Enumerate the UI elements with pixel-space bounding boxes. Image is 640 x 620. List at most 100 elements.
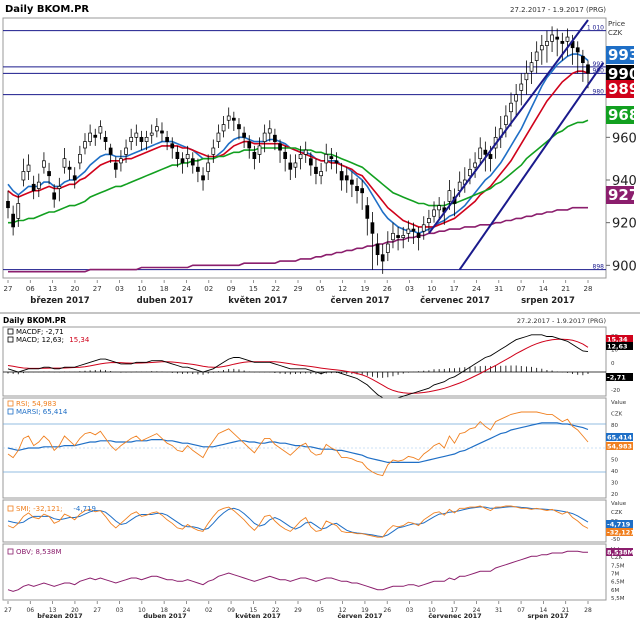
- legend-text: SMI; -32,121;: [16, 505, 63, 513]
- legend-marker: [7, 400, 14, 407]
- candle-body: [267, 128, 272, 134]
- x-tick-label: 12: [338, 285, 347, 293]
- price-badge-label: 968: [608, 106, 639, 124]
- indicator-badge: [606, 433, 633, 441]
- candle-body: [437, 205, 442, 211]
- candle-body: [416, 232, 421, 238]
- chart-date-range-2: 27.2.2017 - 1.9.2017 (PRG): [517, 317, 606, 325]
- smi-signal-line: [7, 506, 589, 538]
- x-tick-label: 17: [450, 285, 459, 293]
- x-month-label: srpen 2017: [521, 296, 575, 306]
- candle-body: [252, 151, 257, 160]
- candle-body: [165, 136, 169, 142]
- x-month-label: březen 2017: [37, 612, 82, 620]
- indicator-badge-label: 8,538M: [607, 549, 634, 557]
- candle-body: [427, 218, 431, 224]
- candle-body: [406, 228, 411, 234]
- candle-body: [170, 143, 175, 149]
- indicator-tick-label: 80: [611, 423, 618, 429]
- candle-body: [16, 203, 21, 219]
- x-tick-label: 15: [249, 285, 258, 293]
- candle-body: [555, 36, 560, 40]
- marsi-line: [7, 422, 589, 463]
- x-tick-label: 22: [271, 285, 280, 293]
- candle-body: [560, 40, 565, 44]
- x-tick-label: 22: [272, 607, 280, 614]
- candle-body: [519, 83, 524, 91]
- candle-body: [83, 141, 87, 149]
- candle-body: [375, 243, 380, 256]
- candle-body: [314, 166, 318, 174]
- candle-body: [47, 171, 51, 177]
- x-tick-label: 21: [562, 607, 570, 614]
- x-tick-label: 07: [517, 607, 525, 614]
- smi-line: [7, 505, 589, 538]
- candle-body: [201, 175, 205, 181]
- trend-channel-line: [458, 62, 605, 271]
- candle-body: [144, 136, 149, 142]
- smi-legend: SMI; -32,121; -4,719: [7, 505, 96, 513]
- price-ytick-label: 920: [612, 217, 637, 232]
- candle-body: [483, 149, 488, 155]
- candle-body: [175, 151, 180, 160]
- chart-date-range: 27.2.2017 - 1.9.2017 (PRG): [510, 6, 606, 14]
- indicator-tick-label: 6,5M: [611, 580, 625, 586]
- candle-body: [185, 154, 190, 160]
- x-tick-label: 13: [49, 607, 57, 614]
- candle-body: [350, 179, 354, 185]
- candle-body: [11, 213, 15, 228]
- indicator-badge-label: 65,414: [607, 434, 633, 442]
- x-tick-label: 19: [360, 285, 369, 293]
- price-badge: [606, 106, 634, 124]
- candle-body: [421, 224, 426, 232]
- price-unit: CZK: [608, 29, 623, 37]
- candle-body: [273, 134, 277, 142]
- candle-body: [288, 162, 293, 170]
- candle-body: [344, 175, 349, 181]
- macd-panel-frame: [2, 326, 607, 397]
- x-tick-label: 18: [160, 607, 168, 614]
- candle-body: [478, 147, 483, 160]
- candle-body: [190, 158, 195, 166]
- candle-body: [524, 72, 529, 81]
- x-tick-label: 24: [183, 607, 191, 614]
- candle-body: [247, 141, 252, 149]
- candle-body: [529, 62, 534, 72]
- x-month-label: květen 2017: [235, 612, 280, 620]
- x-tick-label: 07: [517, 285, 526, 293]
- candle-body: [534, 51, 539, 61]
- candle-body: [134, 132, 139, 138]
- x-tick-label: 03: [406, 607, 414, 614]
- x-tick-label: 03: [116, 607, 124, 614]
- indicator-badge: [606, 335, 633, 343]
- candle-body: [380, 254, 385, 262]
- candle-body: [575, 47, 580, 53]
- rsi-line: [7, 411, 589, 477]
- price-ytick-label: 960: [612, 131, 637, 146]
- candle-body: [67, 166, 72, 170]
- macd-signal-line: [7, 338, 589, 394]
- indicator-badge-label: 15,34: [607, 336, 628, 344]
- x-month-label: červenec 2017: [420, 295, 490, 306]
- candle-body: [180, 158, 185, 164]
- candle-body: [391, 232, 395, 241]
- candle-body: [385, 243, 390, 253]
- x-axis-bottom: 27 06 13 20 27 03 10 18 24 02 09 15 22 29 05 12 19 26 03 10…: [4, 601, 592, 620]
- indicator-tick-label: -50: [611, 537, 620, 543]
- candle-body: [21, 171, 26, 181]
- candle-body: [113, 162, 118, 170]
- x-tick-label: 13: [48, 285, 57, 293]
- candle-body: [257, 145, 262, 155]
- indicator-badge-label: -32,121: [607, 529, 635, 537]
- candle-body: [119, 158, 123, 164]
- candle-body: [283, 151, 288, 160]
- chart-title-2: Daily BKOM.PR: [3, 316, 66, 325]
- candle-body: [586, 64, 590, 74]
- legend-text: MACD; 12,63;: [16, 336, 64, 344]
- candle-body: [78, 154, 82, 164]
- candle-body: [488, 154, 493, 160]
- indicator-tick-label: CZK: [611, 510, 623, 516]
